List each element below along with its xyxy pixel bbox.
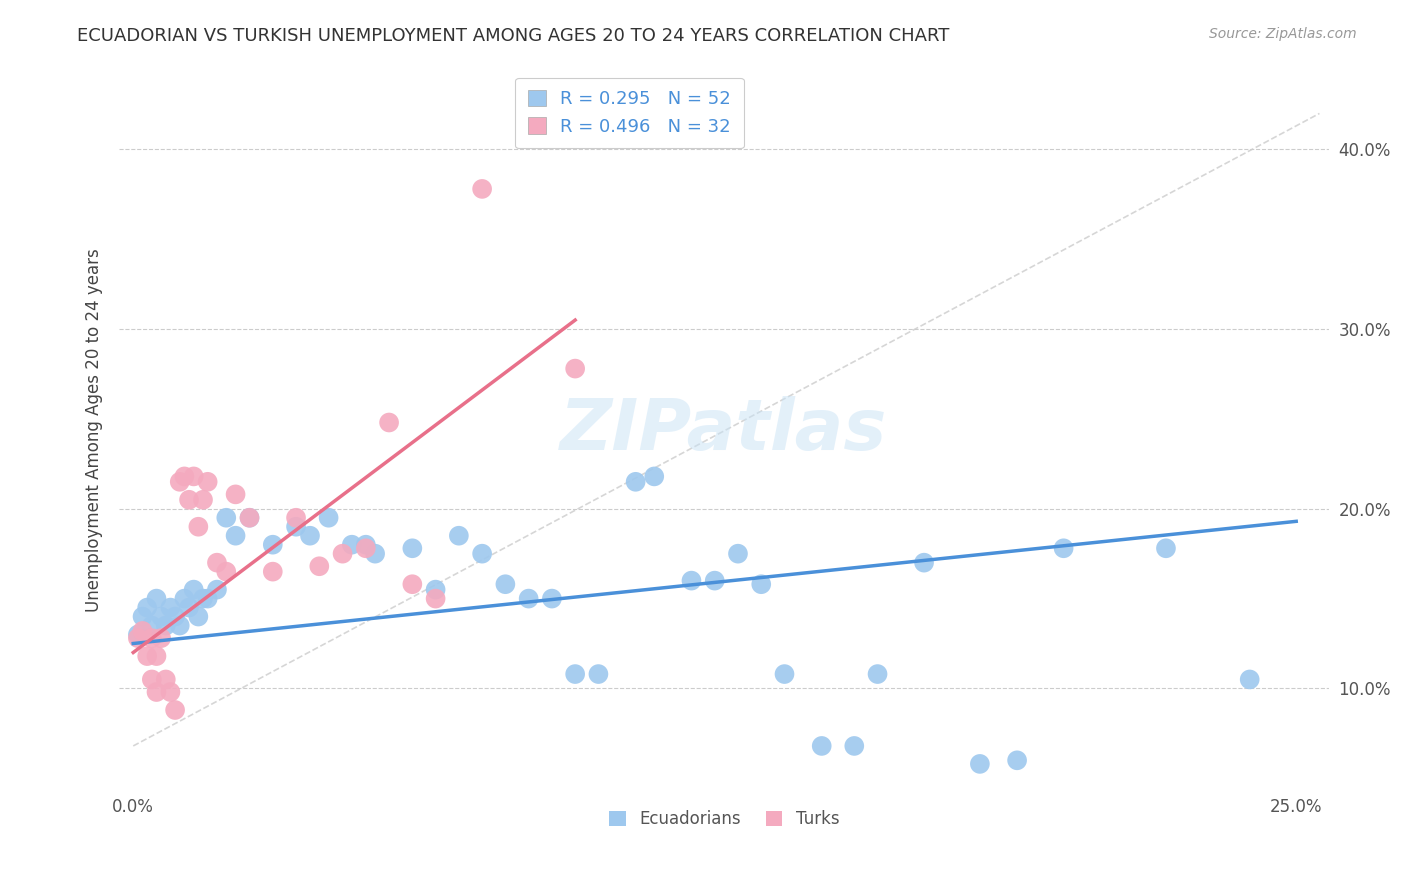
Point (197, 591, 219, 606)
Point (169, 618, 191, 632)
Point (141, 618, 163, 632)
Point (191, 492, 214, 507)
Point (136, 600, 159, 615)
Point (155, 618, 177, 632)
Point (159, 685, 181, 699)
Point (155, 673, 177, 687)
Point (145, 685, 167, 699)
Point (131, 624, 153, 638)
Y-axis label: Unemployment Among Ages 20 to 24 years: Unemployment Among Ages 20 to 24 years (86, 249, 103, 613)
Point (150, 609, 173, 624)
Point (378, 416, 401, 430)
Point (150, 631, 173, 645)
Point (564, 361, 586, 376)
Point (187, 519, 209, 533)
Point (912, 556, 935, 570)
Point (810, 739, 832, 753)
Point (308, 559, 330, 574)
Point (169, 475, 191, 489)
Point (425, 582, 447, 597)
Point (165, 703, 187, 717)
Legend: Ecuadorians, Turks: Ecuadorians, Turks (602, 804, 846, 835)
Point (471, 182, 494, 196)
Point (541, 591, 564, 606)
Point (145, 591, 167, 606)
Point (141, 673, 163, 687)
Point (401, 541, 423, 556)
Point (727, 547, 749, 561)
Point (1005, 753, 1028, 767)
Text: Source: ZipAtlas.com: Source: ZipAtlas.com (1209, 27, 1357, 41)
Point (127, 627, 149, 641)
Point (215, 565, 238, 579)
Point (205, 556, 228, 570)
Point (354, 538, 377, 552)
Point (354, 541, 377, 556)
Point (197, 475, 219, 489)
Point (681, 574, 703, 588)
Point (364, 547, 387, 561)
Point (191, 591, 214, 606)
Point (564, 667, 586, 681)
Point (145, 649, 167, 664)
Point (127, 631, 149, 645)
Point (215, 510, 238, 524)
Point (183, 469, 205, 483)
Point (285, 519, 308, 533)
Point (425, 591, 447, 606)
Point (340, 538, 363, 552)
Point (643, 469, 665, 483)
Point (131, 609, 153, 624)
Point (749, 577, 772, 591)
Point (517, 591, 540, 606)
Point (447, 529, 470, 543)
Point (1239, 673, 1261, 687)
Text: ZIPatlas: ZIPatlas (561, 396, 887, 465)
Point (225, 487, 247, 501)
Point (494, 577, 516, 591)
Point (238, 510, 260, 524)
Point (332, 547, 354, 561)
Point (262, 565, 284, 579)
Point (844, 739, 866, 753)
Point (141, 631, 163, 645)
Point (588, 667, 610, 681)
Point (187, 609, 209, 624)
Point (969, 756, 991, 771)
Point (318, 510, 340, 524)
Point (866, 667, 889, 681)
Text: ECUADORIAN VS TURKISH UNEMPLOYMENT AMONG AGES 20 TO 24 YEARS CORRELATION CHART: ECUADORIAN VS TURKISH UNEMPLOYMENT AMONG… (77, 27, 949, 45)
Point (183, 582, 205, 597)
Point (471, 547, 494, 561)
Point (177, 600, 200, 615)
Point (285, 510, 308, 524)
Point (1052, 541, 1074, 556)
Point (225, 529, 247, 543)
Point (136, 649, 159, 664)
Point (205, 582, 228, 597)
Point (159, 600, 181, 615)
Point (262, 538, 284, 552)
Point (703, 574, 725, 588)
Point (773, 667, 796, 681)
Point (177, 492, 200, 507)
Point (401, 577, 423, 591)
Point (1154, 541, 1177, 556)
Point (165, 609, 187, 624)
Point (173, 591, 195, 606)
Point (624, 475, 647, 489)
Point (238, 510, 260, 524)
Point (173, 469, 195, 483)
Point (298, 529, 321, 543)
